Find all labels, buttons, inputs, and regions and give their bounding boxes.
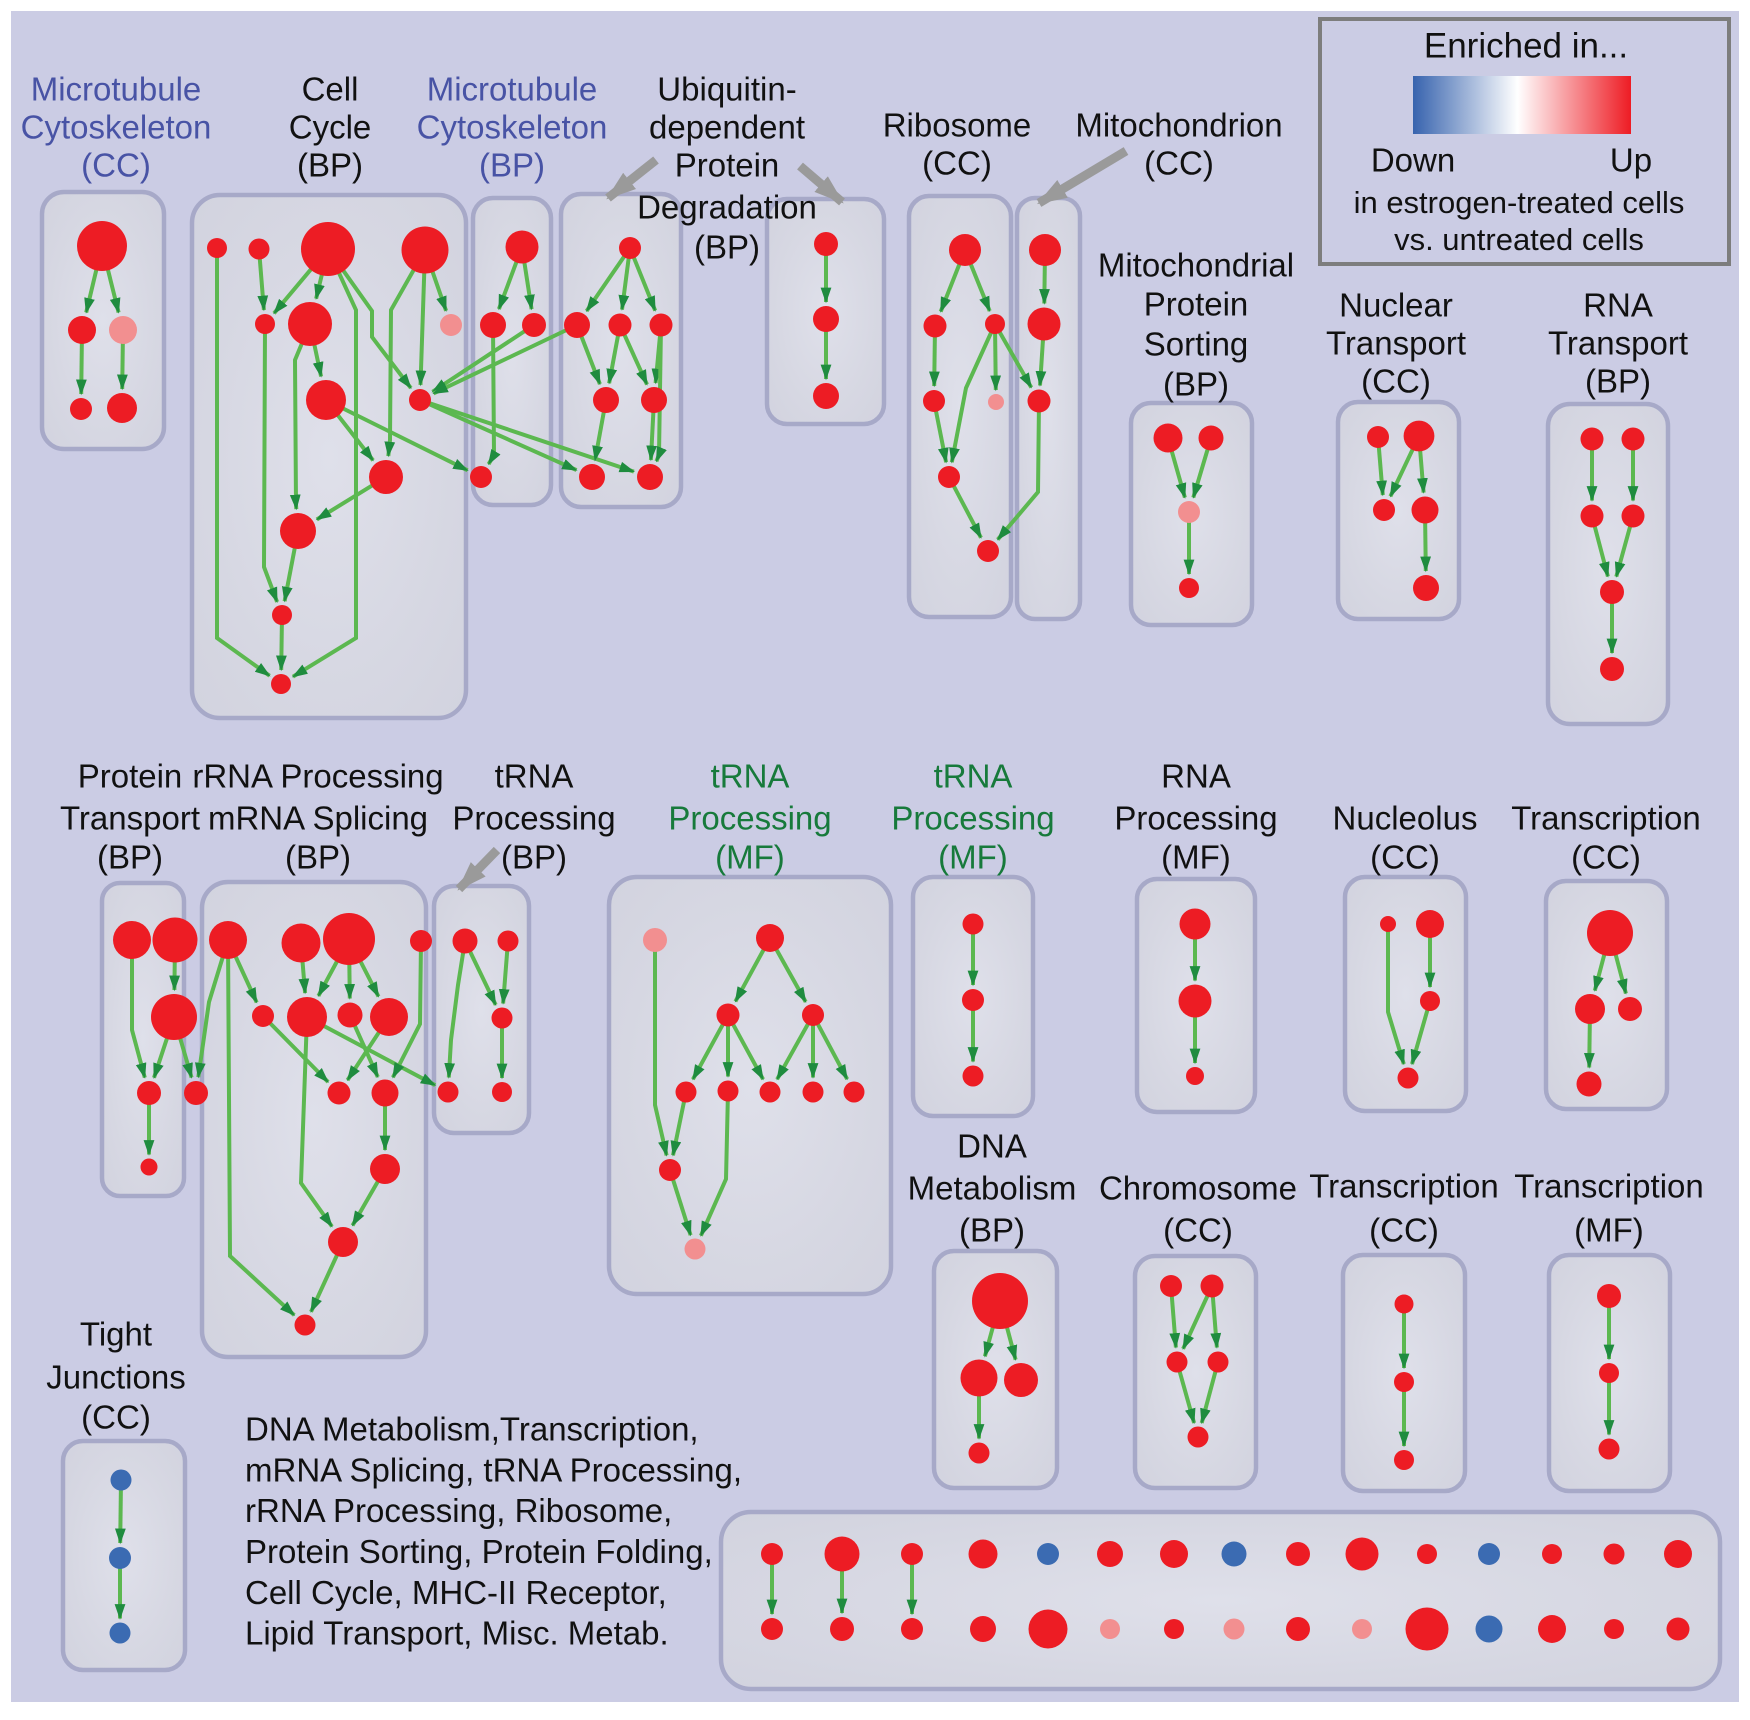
svg-text:(BP): (BP) — [501, 839, 567, 876]
svg-text:Enriched in...: Enriched in... — [1424, 26, 1628, 65]
svg-text:tRNA: tRNA — [934, 758, 1013, 795]
svg-text:(BP): (BP) — [1163, 366, 1229, 403]
svg-text:Cell: Cell — [302, 71, 359, 108]
svg-text:Sorting: Sorting — [1144, 326, 1249, 363]
svg-text:Nuclear: Nuclear — [1339, 287, 1453, 324]
svg-text:(MF): (MF) — [1161, 839, 1231, 876]
svg-text:Transcription: Transcription — [1309, 1168, 1499, 1205]
svg-text:Processing: Processing — [1114, 800, 1277, 837]
svg-text:(CC): (CC) — [1571, 839, 1641, 876]
svg-text:(CC): (CC) — [922, 145, 992, 182]
svg-text:Protein: Protein — [675, 147, 780, 184]
svg-text:RNA: RNA — [1583, 287, 1653, 324]
svg-text:(MF): (MF) — [715, 839, 785, 876]
svg-text:Cell Cycle, MHC-II Receptor,: Cell Cycle, MHC-II Receptor, — [245, 1574, 667, 1611]
svg-text:Transcription: Transcription — [1511, 800, 1701, 837]
svg-text:Nucleolus: Nucleolus — [1333, 800, 1478, 837]
svg-text:Tight: Tight — [80, 1316, 152, 1353]
svg-text:(CC): (CC) — [1163, 1212, 1233, 1249]
svg-text:rRNA Processing: rRNA Processing — [192, 758, 443, 795]
svg-text:Down: Down — [1371, 142, 1455, 179]
svg-text:vs. untreated cells: vs. untreated cells — [1394, 222, 1644, 257]
svg-text:Cycle: Cycle — [289, 109, 372, 146]
svg-text:(MF): (MF) — [1574, 1212, 1644, 1249]
svg-text:Cytoskeleton: Cytoskeleton — [417, 109, 608, 146]
svg-text:(CC): (CC) — [1369, 1212, 1439, 1249]
svg-text:Degradation: Degradation — [637, 189, 817, 226]
svg-text:(CC): (CC) — [1361, 363, 1431, 400]
svg-text:Microtubule: Microtubule — [31, 71, 202, 108]
svg-text:Ubiquitin-: Ubiquitin- — [657, 71, 796, 108]
svg-text:Processing: Processing — [891, 800, 1054, 837]
svg-text:Mitochondrial: Mitochondrial — [1098, 247, 1294, 284]
svg-text:(BP): (BP) — [959, 1212, 1025, 1249]
svg-text:Transport: Transport — [1548, 325, 1688, 362]
svg-text:Metabolism: Metabolism — [908, 1170, 1077, 1207]
svg-text:Ribosome: Ribosome — [883, 107, 1032, 144]
svg-text:Transport: Transport — [60, 800, 200, 837]
svg-text:Transport: Transport — [1326, 325, 1466, 362]
svg-text:DNA Metabolism,Transcription,: DNA Metabolism,Transcription, — [245, 1411, 699, 1448]
svg-text:(CC): (CC) — [1370, 839, 1440, 876]
svg-text:mRNA Splicing: mRNA Splicing — [208, 800, 428, 837]
svg-text:(CC): (CC) — [81, 1399, 151, 1436]
svg-text:DNA: DNA — [957, 1128, 1027, 1165]
svg-text:(BP): (BP) — [1585, 363, 1651, 400]
svg-text:tRNA: tRNA — [495, 758, 574, 795]
svg-text:Mitochondrion: Mitochondrion — [1075, 107, 1282, 144]
svg-text:Junctions: Junctions — [46, 1359, 185, 1396]
svg-text:dependent: dependent — [649, 109, 805, 146]
svg-text:Up: Up — [1610, 142, 1652, 179]
svg-text:(BP): (BP) — [694, 229, 760, 266]
svg-text:(BP): (BP) — [97, 839, 163, 876]
svg-text:Processing: Processing — [452, 800, 615, 837]
svg-text:Lipid Transport, Misc. Metab.: Lipid Transport, Misc. Metab. — [245, 1615, 669, 1652]
svg-text:Microtubule: Microtubule — [427, 71, 598, 108]
svg-text:(CC): (CC) — [1144, 145, 1214, 182]
svg-text:(BP): (BP) — [479, 147, 545, 184]
svg-text:Processing: Processing — [668, 800, 831, 837]
svg-text:Protein: Protein — [78, 758, 183, 795]
svg-text:Protein: Protein — [1144, 286, 1249, 323]
svg-text:rRNA Processing, Ribosome,: rRNA Processing, Ribosome, — [245, 1492, 672, 1529]
svg-text:(MF): (MF) — [938, 839, 1008, 876]
svg-text:Protein Sorting, Protein Foldi: Protein Sorting, Protein Folding, — [245, 1533, 713, 1570]
svg-text:(CC): (CC) — [81, 147, 151, 184]
svg-text:in estrogen-treated cells: in estrogen-treated cells — [1354, 185, 1685, 220]
svg-text:RNA: RNA — [1161, 758, 1231, 795]
svg-text:(BP): (BP) — [297, 147, 363, 184]
svg-text:tRNA: tRNA — [711, 758, 790, 795]
svg-text:mRNA Splicing, tRNA Processing: mRNA Splicing, tRNA Processing, — [245, 1451, 742, 1488]
svg-text:(BP): (BP) — [285, 839, 351, 876]
svg-text:Transcription: Transcription — [1514, 1168, 1704, 1205]
svg-text:Chromosome: Chromosome — [1099, 1170, 1297, 1207]
svg-text:Cytoskeleton: Cytoskeleton — [21, 109, 212, 146]
